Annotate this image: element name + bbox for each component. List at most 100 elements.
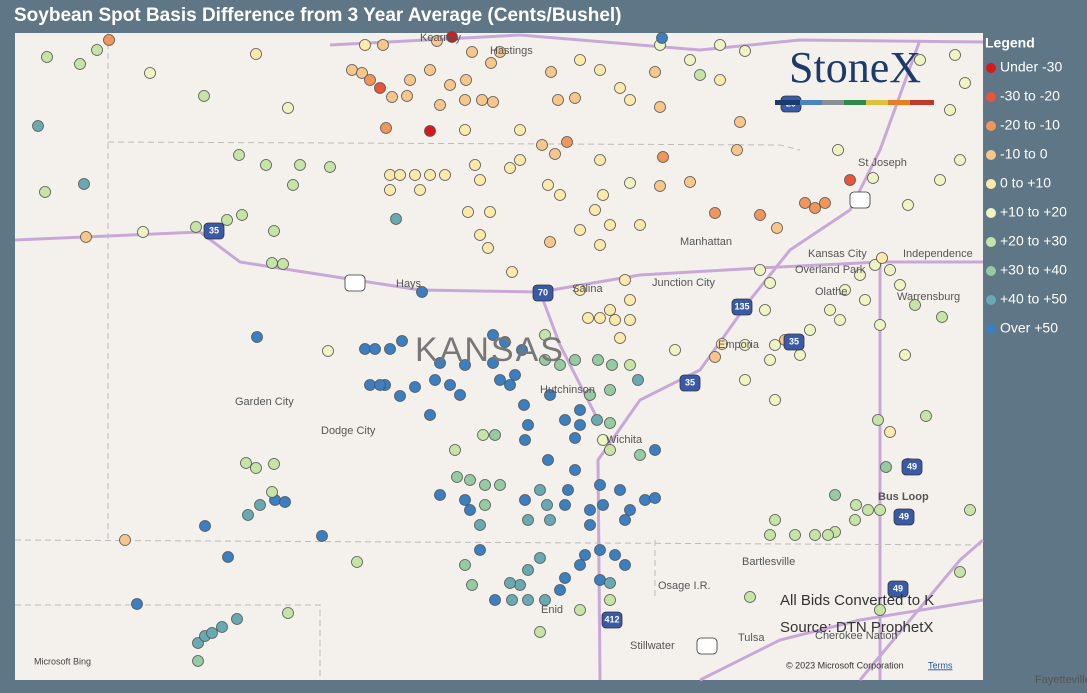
highway-number: 49: [893, 583, 903, 593]
basis-marker: [604, 417, 616, 429]
basis-marker: [549, 148, 561, 160]
basis-marker: [137, 226, 149, 238]
highway-shield: [203, 222, 225, 240]
basis-marker: [434, 489, 446, 501]
basis-marker: [584, 504, 596, 516]
legend-label: 0 to +10: [1000, 175, 1051, 191]
basis-marker: [522, 419, 534, 431]
place-label: Garden City: [235, 396, 294, 408]
basis-marker: [609, 549, 621, 561]
highway-shield: [731, 298, 753, 316]
basis-marker: [597, 434, 609, 446]
basis-marker: [386, 91, 398, 103]
basis-marker: [854, 269, 866, 281]
place-label: Bartlesville: [742, 556, 795, 568]
basis-marker: [459, 124, 471, 136]
basis-marker: [351, 556, 363, 568]
basis-marker: [714, 74, 726, 86]
place-label: Manhattan: [680, 236, 732, 248]
basis-marker: [809, 529, 821, 541]
basis-marker: [574, 284, 586, 296]
basis-marker: [462, 206, 474, 218]
basis-marker: [844, 174, 856, 186]
basis-marker: [794, 349, 806, 361]
highway-number: 71: [855, 194, 865, 204]
highway-number: 35: [209, 225, 219, 235]
basis-marker: [574, 224, 586, 236]
basis-marker: [277, 258, 289, 270]
logo-bar: [844, 100, 866, 105]
basis-marker: [591, 414, 603, 426]
basis-marker: [504, 577, 516, 589]
basis-marker: [559, 414, 571, 426]
basis-marker: [769, 394, 781, 406]
logo-bar: [866, 100, 888, 105]
basis-marker: [619, 559, 631, 571]
basis-marker: [769, 339, 781, 351]
place-label: Kansas City: [808, 248, 867, 260]
basis-marker: [862, 504, 874, 516]
basis-marker: [474, 544, 486, 556]
basis-marker: [739, 374, 751, 386]
basis-marker: [872, 414, 884, 426]
legend-label: Under -30: [1000, 59, 1062, 75]
basis-marker: [920, 410, 932, 422]
basis-marker: [380, 122, 392, 134]
basis-marker: [694, 69, 706, 81]
place-label: Hutchinson: [540, 384, 595, 396]
basis-marker: [460, 74, 472, 86]
highway-number: 49: [907, 461, 917, 471]
legend-swatch: [986, 92, 996, 102]
place-label: Kearney: [420, 32, 461, 44]
basis-marker: [819, 197, 831, 209]
logo-bar: [775, 100, 800, 105]
basis-marker: [614, 484, 626, 496]
terms-link[interactable]: Terms: [928, 660, 953, 670]
place-label: Salina: [572, 283, 603, 295]
basis-marker: [364, 74, 376, 86]
basis-marker: [944, 104, 956, 116]
note: All Bids Converted to K: [780, 592, 934, 609]
place-label: Overland Park: [795, 264, 866, 276]
basis-marker: [487, 357, 499, 369]
basis-marker: [684, 54, 696, 66]
legend-swatch: [986, 179, 996, 189]
place-label: Junction City: [652, 277, 715, 289]
basis-marker: [594, 312, 606, 324]
basis-marker: [542, 179, 554, 191]
basis-marker: [829, 489, 841, 501]
highway-shield: [601, 611, 623, 629]
basis-marker: [594, 154, 606, 166]
basis-marker: [534, 484, 546, 496]
logo: StoneX: [775, 43, 934, 105]
place-label: Fayetteville: [1035, 674, 1087, 686]
basis-marker: [240, 457, 252, 469]
basis-marker: [544, 389, 556, 401]
basis-marker: [396, 335, 408, 347]
basis-marker: [364, 379, 376, 391]
basis-marker: [509, 369, 521, 381]
basis-marker: [416, 286, 428, 298]
basis-marker: [594, 544, 606, 556]
basis-marker: [384, 184, 396, 196]
basis-marker: [649, 66, 661, 78]
basis-marker: [487, 329, 499, 341]
basis-marker: [824, 304, 836, 316]
copyright: © 2023 Microsoft Corporation: [786, 660, 904, 670]
basis-marker: [499, 336, 511, 348]
basis-marker: [32, 120, 44, 132]
basis-marker: [574, 419, 586, 431]
basis-marker: [880, 461, 892, 473]
highway-shield: [849, 191, 871, 209]
basis-marker: [506, 266, 518, 278]
place-label: St Joseph: [858, 157, 907, 169]
basis-marker: [250, 48, 262, 60]
basis-marker: [464, 504, 476, 516]
basis-marker: [839, 284, 851, 296]
basis-marker: [474, 229, 486, 241]
basis-marker: [394, 169, 406, 181]
basis-marker: [91, 44, 103, 56]
highway-number: 64: [702, 640, 712, 650]
basis-marker: [474, 174, 486, 186]
